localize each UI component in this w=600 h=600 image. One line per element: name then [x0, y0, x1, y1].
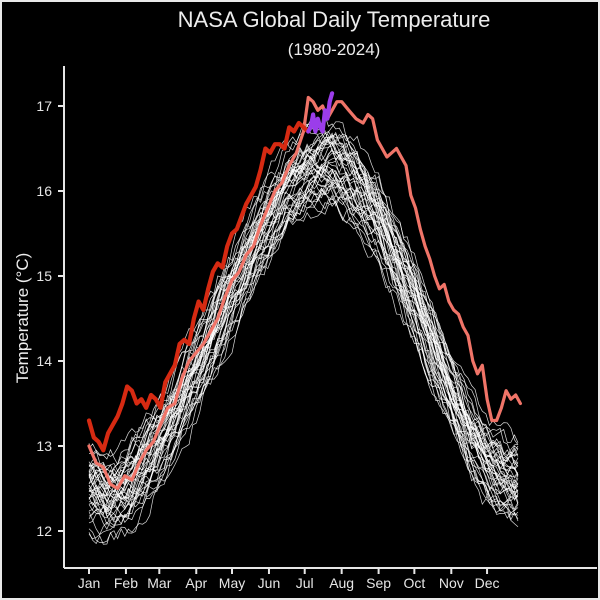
- background-year-line: [88, 133, 519, 495]
- x-tick-label: Oct: [403, 575, 425, 591]
- x-tick-label: Feb: [114, 575, 138, 591]
- series-line-2024-recent: [306, 91, 335, 134]
- background-year-line: [88, 135, 519, 496]
- series-line-2023: [87, 95, 523, 491]
- background-year-line: [88, 188, 519, 536]
- y-tick-label: 14: [36, 353, 52, 369]
- background-year-line: [88, 194, 519, 530]
- y-tick-label: 12: [36, 523, 52, 539]
- background-year-line: [88, 183, 519, 543]
- background-year-line: [88, 155, 519, 510]
- background-year-lines: [88, 114, 519, 545]
- y-tick-label: 17: [36, 98, 52, 114]
- background-year-line: [88, 137, 519, 490]
- background-year-line: [88, 168, 519, 513]
- x-tick-label: May: [219, 575, 245, 591]
- x-tick-label: Nov: [439, 575, 464, 591]
- y-axis-ticks: 12 13 14 15 16 17: [36, 98, 64, 539]
- chart-title: NASA Global Daily Temperature: [178, 7, 491, 32]
- chart-subtitle: (1980-2024): [288, 40, 381, 59]
- x-tick-label: Sep: [366, 575, 391, 591]
- background-year-line: [88, 130, 519, 482]
- x-tick-label: Apr: [185, 575, 207, 591]
- background-year-line: [88, 175, 519, 526]
- background-year-line: [88, 181, 519, 513]
- background-year-line: [88, 142, 519, 489]
- x-tick-label: Jun: [258, 575, 281, 591]
- background-year-line: [88, 164, 519, 502]
- y-tick-label: 13: [36, 438, 52, 454]
- background-year-line: [88, 154, 519, 500]
- background-year-line: [88, 179, 519, 523]
- background-year-line: [88, 189, 519, 545]
- background-year-line: [88, 155, 519, 500]
- x-tick-label: Dec: [475, 575, 500, 591]
- x-tick-label: Jul: [296, 575, 314, 591]
- x-tick-label: Mar: [147, 575, 171, 591]
- y-axis-title: Temperature (°C): [13, 253, 32, 384]
- y-tick-label: 16: [36, 183, 52, 199]
- highlight-series-lines: [86, 91, 523, 491]
- x-tick-label: Jan: [78, 575, 101, 591]
- series-line-2024: [86, 120, 311, 453]
- background-year-line: [88, 121, 519, 466]
- x-axis-ticks: Jan Feb Mar Apr May Jun Jul Aug Sep Oct Nov Dec: [78, 568, 500, 591]
- x-tick-label: Aug: [329, 575, 354, 591]
- y-tick-label: 15: [36, 268, 52, 284]
